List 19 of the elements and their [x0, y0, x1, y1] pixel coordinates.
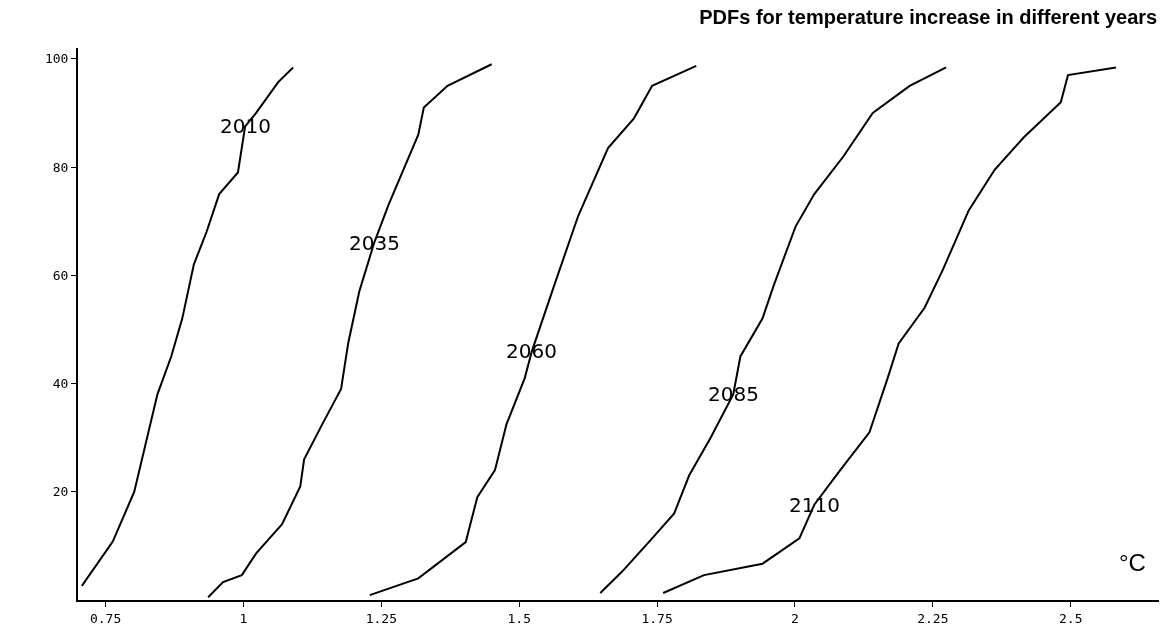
y-tick-label: 100	[44, 51, 69, 67]
x-tick-label: 1.25	[365, 610, 397, 626]
x-axis-title: °C	[1119, 549, 1146, 576]
y-tick-label: 60	[52, 267, 69, 283]
x-tick-label: 1.75	[641, 610, 673, 626]
line-series	[207, 63, 493, 599]
x-tick-label: 0.75	[89, 610, 122, 626]
y-tick-label: 40	[52, 376, 69, 392]
y-tick-label: 20	[52, 484, 69, 500]
x-tick-label: 1	[239, 610, 248, 626]
x-tick-label: 1.5	[507, 610, 531, 626]
chart-title: PDFs for temperature increase in different years	[699, 5, 1158, 28]
y-tick-label: 80	[52, 159, 69, 175]
line-series	[662, 66, 1117, 594]
line-series	[599, 66, 948, 594]
line-series	[80, 66, 295, 587]
x-tick-label: 2	[791, 610, 799, 626]
x-tick-label: 2.25	[917, 610, 949, 626]
x-tick-label: 2.5	[1059, 610, 1083, 626]
